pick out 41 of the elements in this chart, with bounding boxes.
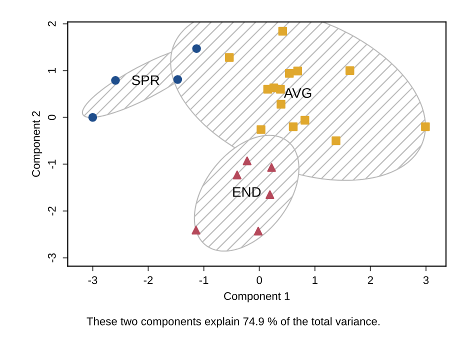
point xyxy=(192,226,200,235)
x-tick-label: -2 xyxy=(144,276,153,284)
point xyxy=(421,122,430,132)
point xyxy=(288,122,298,132)
point xyxy=(346,66,354,75)
x-tick-label: 2 xyxy=(368,276,373,284)
point xyxy=(276,84,285,94)
point xyxy=(256,125,266,134)
point xyxy=(173,75,182,84)
series-label: SPR xyxy=(132,75,160,86)
x-axis-title: Component 1 xyxy=(224,292,290,302)
point xyxy=(88,113,98,122)
y-axis-title: Component 2 xyxy=(32,111,42,177)
series-label: END xyxy=(233,187,261,197)
point xyxy=(332,136,340,146)
point xyxy=(293,66,302,76)
y-tick-label: -2 xyxy=(48,206,56,216)
point xyxy=(254,226,263,236)
series-label: AVG xyxy=(284,88,312,98)
point xyxy=(300,116,310,125)
y-tick-label: -3 xyxy=(48,253,56,262)
point xyxy=(111,76,120,85)
point xyxy=(266,190,274,199)
x-tick-label: -1 xyxy=(199,276,208,284)
point xyxy=(278,26,288,36)
x-tick-label: 1 xyxy=(312,276,318,284)
point xyxy=(267,163,276,172)
x-tick-label: -3 xyxy=(88,276,98,284)
point xyxy=(232,170,242,180)
point xyxy=(192,44,201,53)
text: These two components explain 74.9 % of the total variance. xyxy=(86,317,380,328)
x-tick-label: 3 xyxy=(423,276,429,284)
y-tick-label: 2 xyxy=(48,21,56,26)
y-tick-label: -1 xyxy=(48,160,56,169)
x-tick-label: 0 xyxy=(256,276,262,284)
point xyxy=(224,53,234,62)
y-tick-label: 1 xyxy=(48,68,56,73)
point xyxy=(284,69,294,78)
point xyxy=(276,100,286,109)
point xyxy=(242,156,252,166)
y-tick-label: 0 xyxy=(48,114,56,120)
